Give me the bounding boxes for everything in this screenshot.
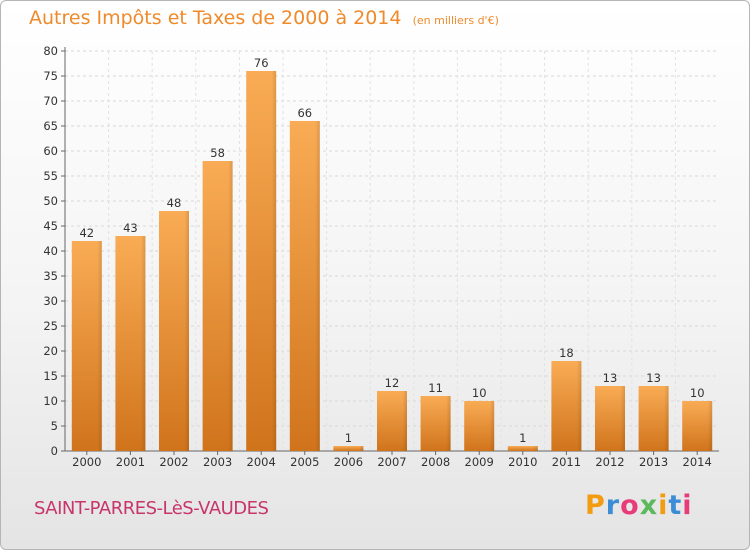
data-label-2003: 58: [210, 146, 225, 160]
y-tick-label: 5: [51, 419, 58, 433]
x-tick-label: 2008: [421, 455, 450, 469]
logo-letter: r: [605, 490, 621, 521]
x-tick-label: 2012: [595, 455, 624, 469]
x-tick-label: 2009: [465, 455, 494, 469]
y-tick-label: 80: [43, 44, 58, 58]
chart-unit-note: (en milliers d'€): [412, 14, 499, 27]
data-label-2004: 76: [254, 56, 269, 70]
bar-shade-2000: [71, 241, 102, 451]
bar-shade-2003: [202, 161, 233, 451]
data-label-2005: 66: [297, 106, 312, 120]
bar-shade-2004: [246, 71, 277, 451]
x-tick-label: 2007: [377, 455, 406, 469]
y-tick-label: 15: [43, 369, 58, 383]
x-tick-label: 2000: [72, 455, 101, 469]
logo-letter: i: [682, 490, 693, 521]
x-tick-label: 2004: [247, 455, 276, 469]
bar-shade-2008: [420, 396, 451, 451]
data-label-2012: 13: [603, 371, 618, 385]
y-tick-label: 25: [43, 319, 58, 333]
x-tick-label: 2010: [508, 455, 537, 469]
grid-lines: [65, 50, 719, 451]
y-tick-label: 50: [43, 194, 58, 208]
bar-shade-2006: [333, 446, 364, 451]
bar-shade-2011: [551, 361, 582, 451]
x-tick-label: 2013: [639, 455, 668, 469]
commune-name: SAINT-PARRES-LèS-VAUDES: [34, 498, 269, 519]
data-label-2011: 18: [559, 346, 574, 360]
bar-shade-2012: [595, 386, 625, 451]
bar-shade-2002: [159, 211, 189, 451]
data-label-2007: 12: [385, 376, 400, 390]
bar-shade-2005: [289, 121, 320, 451]
y-tick-label: 0: [51, 444, 58, 458]
y-tick-label: 20: [43, 344, 58, 358]
data-label-2000: 42: [79, 226, 94, 240]
chart-title: Autres Impôts et Taxes de 2000 à 2014: [29, 7, 402, 29]
x-tick-label: 2014: [683, 455, 712, 469]
data-label-2008: 11: [428, 381, 443, 395]
bar-shade-2007: [377, 391, 407, 451]
chart-title-block: Autres Impôts et Taxes de 2000 à 2014 (e…: [29, 7, 499, 29]
logo-letter: i: [658, 490, 669, 521]
y-tick-label: 45: [43, 219, 58, 233]
y-tick-label: 55: [43, 169, 58, 183]
data-label-2013: 13: [646, 371, 661, 385]
y-tick-label: 40: [43, 244, 58, 258]
logo-letter: o: [620, 490, 640, 521]
y-tick-label: 10: [43, 394, 58, 408]
bar-shade-2009: [464, 401, 495, 451]
x-tick-label: 2006: [334, 455, 363, 469]
y-tick-label: 70: [43, 94, 58, 108]
x-tick-label: 2001: [116, 455, 145, 469]
logo-letter: x: [639, 490, 659, 521]
bar-shade-2010: [507, 446, 538, 451]
data-label-2006: 1: [345, 431, 352, 445]
x-tick-label: 2011: [552, 455, 581, 469]
x-tick-label: 2005: [290, 455, 319, 469]
y-tick-label: 75: [43, 69, 58, 83]
x-tick-label: 2003: [203, 455, 232, 469]
data-label-2001: 43: [123, 221, 138, 235]
data-label-2014: 10: [690, 386, 705, 400]
y-tick-label: 65: [43, 119, 58, 133]
bar-shade-2013: [638, 386, 669, 451]
data-labels: 42 43 48 58 76 66 1 12 11 10 1 18 13 13 10: [79, 56, 704, 445]
proxiti-logo[interactable]: Proxiti: [585, 490, 693, 521]
logo-letter: P: [585, 490, 606, 521]
data-label-2010: 1: [519, 431, 526, 445]
logo-letter: t: [668, 490, 683, 521]
bar-shade-2014: [682, 401, 713, 451]
y-tick-label: 30: [43, 294, 58, 308]
axes: 0 5 10 15 20 25 30 35 40 45 50 55 60 65 70 75 80 2000 2001…: [43, 44, 719, 469]
data-label-2009: 10: [472, 386, 487, 400]
y-tick-label: 35: [43, 269, 58, 283]
bars: [71, 71, 713, 451]
x-tick-label: 2002: [159, 455, 188, 469]
data-label-2002: 48: [167, 196, 182, 210]
y-tick-label: 60: [43, 144, 58, 158]
bar-shade-2001: [115, 236, 146, 451]
